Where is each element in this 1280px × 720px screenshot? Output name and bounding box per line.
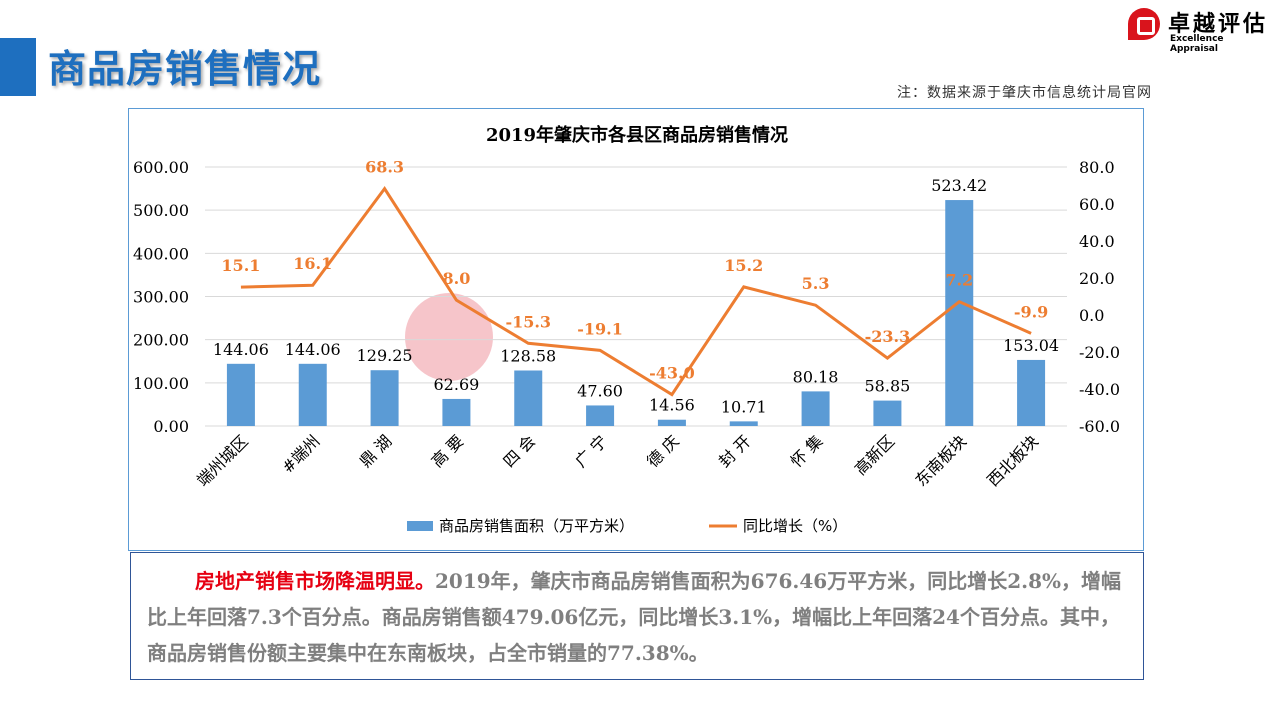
right-axis-tick: 40.0 xyxy=(1079,232,1115,251)
left-axis-tick: 500.00 xyxy=(133,201,189,220)
bar-label: 144.06 xyxy=(285,340,341,359)
line-label: 8.0 xyxy=(442,269,470,288)
bar-label: 62.69 xyxy=(434,375,480,394)
summary-lead: 房地产销售市场降温明显。 xyxy=(195,569,435,593)
legend-line-label: 同比增长（%） xyxy=(743,517,847,535)
bar-label: 80.18 xyxy=(793,367,839,386)
bar-label: 144.06 xyxy=(213,340,269,359)
chart: 2019年肇庆市各县区商品房销售情况 0.00 100.00 200.00 300.00… xyxy=(133,124,1120,535)
category-label: 东南板块 xyxy=(911,431,970,490)
category-label: #端州 xyxy=(278,431,324,477)
bar xyxy=(442,398,471,426)
bar-label: 129.25 xyxy=(357,346,413,365)
left-axis-tick: 100.00 xyxy=(133,374,189,393)
category-label: 高 要 xyxy=(428,431,468,471)
bar xyxy=(729,421,758,426)
line-label: -9.9 xyxy=(1014,302,1048,321)
bar xyxy=(226,363,255,426)
right-axis-tick: 20.0 xyxy=(1079,269,1115,288)
bar xyxy=(945,200,974,426)
logo: 卓越评估 Excellence Appraisal xyxy=(1128,6,1274,54)
category-label: 封 开 xyxy=(715,431,755,471)
bar-label: 523.42 xyxy=(931,176,987,195)
line-label: -43.0 xyxy=(649,364,695,383)
bar xyxy=(873,400,902,426)
page-title: 商品房销售情况 xyxy=(48,47,322,91)
line-label: 7.2 xyxy=(945,271,973,290)
right-axis-tick: -40.0 xyxy=(1079,380,1120,399)
line-label: 15.2 xyxy=(724,256,763,275)
bar xyxy=(514,370,543,426)
line-label: -19.1 xyxy=(577,319,623,338)
line-label: 15.1 xyxy=(221,256,260,275)
summary-text: 房地产销售市场降温明显。2019年，肇庆市商品房销售面积为676.46万平方米，… xyxy=(130,552,1144,680)
bar-label: 10.71 xyxy=(721,397,767,416)
category-label: 德 庆 xyxy=(643,431,683,471)
right-axis-tick: 0.0 xyxy=(1079,306,1104,325)
line-label: 16.1 xyxy=(293,254,332,273)
logo-icon xyxy=(1128,8,1160,40)
bar xyxy=(657,419,686,426)
right-axis-tick: -20.0 xyxy=(1079,343,1120,362)
chart-title: 2019年肇庆市各县区商品房销售情况 xyxy=(486,124,788,146)
left-axis-tick: 600.00 xyxy=(133,158,189,177)
growth-line xyxy=(240,186,1032,397)
category-label: 鼎 湖 xyxy=(356,431,396,471)
logo-cn: 卓越评估 xyxy=(1168,12,1269,37)
left-axis-tick: 200.00 xyxy=(133,331,189,350)
bar-label: 58.85 xyxy=(865,377,911,396)
category-label: 四 会 xyxy=(499,431,539,471)
watermark-logo-icon xyxy=(405,293,493,381)
category-label: 高新区 xyxy=(851,431,898,478)
bar-label: 128.58 xyxy=(500,346,556,365)
bar-label: 153.04 xyxy=(1003,336,1059,355)
line-label: -15.3 xyxy=(505,312,551,331)
summary-body: 2019年，肇庆市商品房销售面积为676.46万平方米，同比增长2.8%，增幅比… xyxy=(147,569,1122,665)
category-label: 端州城区 xyxy=(193,431,252,490)
bar xyxy=(1017,359,1046,426)
right-axis-tick: 80.0 xyxy=(1079,158,1115,177)
category-label: 怀 集 xyxy=(787,431,827,471)
right-axis-tick: 60.0 xyxy=(1079,195,1115,214)
line-label: -23.3 xyxy=(865,327,911,346)
bar xyxy=(298,363,327,426)
line-label: 5.3 xyxy=(802,274,830,293)
bar xyxy=(586,405,615,426)
bar xyxy=(370,370,399,426)
title-accent-bar xyxy=(0,38,36,96)
category-label: 西北板块 xyxy=(983,431,1042,490)
bar-label: 14.56 xyxy=(649,396,695,415)
left-axis-tick: 0.00 xyxy=(153,417,189,436)
legend-bar-swatch xyxy=(407,521,433,531)
category-label: 广 宁 xyxy=(571,431,611,471)
left-axis-tick: 400.00 xyxy=(133,244,189,263)
left-axis-tick: 300.00 xyxy=(133,288,189,307)
chart-container: 2019年肇庆市各县区商品房销售情况 0.00 100.00 200.00 300.00… xyxy=(128,108,1144,551)
logo-en: Excellence Appraisal xyxy=(1170,34,1224,54)
right-axis-tick: -60.0 xyxy=(1079,417,1120,436)
bar-label: 47.60 xyxy=(577,381,623,400)
line-label: 68.3 xyxy=(365,158,404,177)
legend-bar-label: 商品房销售面积（万平方米） xyxy=(439,517,634,535)
bar xyxy=(801,391,830,426)
source-note: 注：数据来源于肇庆市信息统计局官网 xyxy=(897,85,1152,101)
